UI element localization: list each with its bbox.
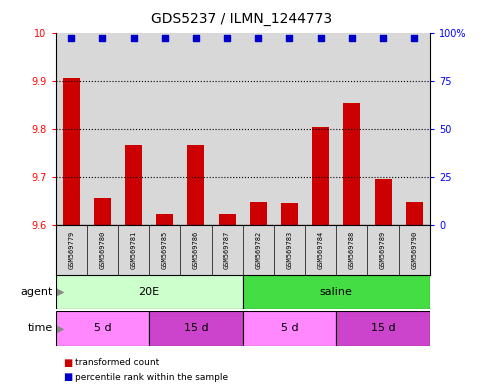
Text: saline: saline bbox=[320, 287, 353, 297]
Point bbox=[255, 35, 262, 41]
Point bbox=[285, 35, 293, 41]
Text: GSM569781: GSM569781 bbox=[130, 231, 137, 269]
Bar bbox=[56, 311, 149, 346]
Bar bbox=[250, 202, 267, 225]
Text: ■: ■ bbox=[63, 372, 72, 382]
Point bbox=[161, 35, 169, 41]
Bar bbox=[94, 198, 111, 225]
Text: 15 d: 15 d bbox=[371, 323, 396, 333]
Bar bbox=[63, 78, 80, 225]
Bar bbox=[343, 103, 360, 225]
Bar bbox=[312, 127, 329, 225]
Bar bbox=[336, 311, 430, 346]
Text: GSM569782: GSM569782 bbox=[256, 231, 261, 269]
Bar bbox=[156, 214, 173, 225]
Text: 20E: 20E bbox=[139, 287, 160, 297]
Text: ▶: ▶ bbox=[57, 323, 64, 333]
Text: GSM569786: GSM569786 bbox=[193, 231, 199, 269]
Text: time: time bbox=[28, 323, 53, 333]
Text: transformed count: transformed count bbox=[75, 358, 159, 367]
Bar bbox=[406, 202, 423, 225]
Point bbox=[411, 35, 418, 41]
Text: 15 d: 15 d bbox=[184, 323, 208, 333]
Text: ■: ■ bbox=[63, 358, 72, 368]
Bar bbox=[374, 179, 392, 225]
Point bbox=[317, 35, 325, 41]
Text: GSM569783: GSM569783 bbox=[286, 231, 293, 269]
Text: GSM569780: GSM569780 bbox=[99, 231, 105, 269]
Text: percentile rank within the sample: percentile rank within the sample bbox=[75, 372, 228, 382]
Text: 5 d: 5 d bbox=[94, 323, 111, 333]
Bar bbox=[56, 275, 242, 309]
Bar bbox=[242, 311, 336, 346]
Text: GSM569789: GSM569789 bbox=[380, 231, 386, 269]
Point bbox=[223, 35, 231, 41]
Text: GSM569784: GSM569784 bbox=[318, 231, 324, 269]
Text: GDS5237 / ILMN_1244773: GDS5237 / ILMN_1244773 bbox=[151, 12, 332, 25]
Bar bbox=[187, 146, 204, 225]
Text: GSM569790: GSM569790 bbox=[411, 231, 417, 269]
Bar bbox=[125, 146, 142, 225]
Point bbox=[129, 35, 137, 41]
Point bbox=[192, 35, 200, 41]
Text: agent: agent bbox=[21, 287, 53, 297]
Text: GSM569785: GSM569785 bbox=[162, 231, 168, 269]
Bar bbox=[281, 203, 298, 225]
Bar bbox=[242, 275, 430, 309]
Text: GSM569779: GSM569779 bbox=[68, 231, 74, 269]
Text: GSM569787: GSM569787 bbox=[224, 231, 230, 269]
Text: GSM569788: GSM569788 bbox=[349, 231, 355, 269]
Point bbox=[99, 35, 106, 41]
Text: ▶: ▶ bbox=[57, 287, 64, 297]
Point bbox=[379, 35, 387, 41]
Point bbox=[67, 35, 75, 41]
Point bbox=[348, 35, 356, 41]
Text: 5 d: 5 d bbox=[281, 323, 298, 333]
Bar bbox=[149, 311, 242, 346]
Bar bbox=[218, 214, 236, 225]
